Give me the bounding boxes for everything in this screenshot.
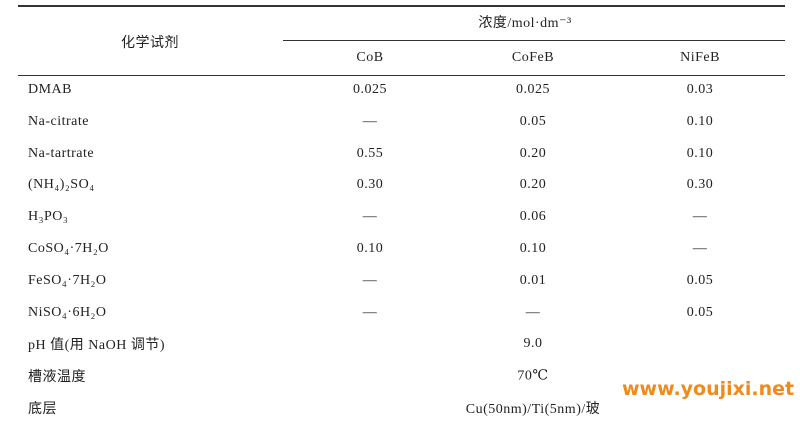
row-label: Na-citrate [28, 113, 89, 129]
cell: 0.30 [356, 177, 384, 193]
cell: 0.55 [356, 145, 384, 161]
cell: 0.20 [519, 177, 547, 193]
cell: 0.05 [519, 113, 547, 129]
corner-header: 化学试剂 [121, 36, 179, 51]
cell: 0.06 [519, 209, 547, 225]
row-label: CoSO₄·7H₂O [28, 241, 109, 256]
cell: — [362, 113, 378, 129]
column-header: CoFeB [511, 50, 555, 65]
cell: 0.10 [356, 241, 384, 256]
cell: 0.30 [686, 177, 714, 193]
cell: 0.01 [519, 272, 547, 288]
cell: 0.10 [519, 241, 547, 256]
cell: 0.025 [353, 82, 387, 97]
cell: 0.05 [686, 272, 714, 288]
row-label: Na-tartrate [28, 145, 95, 161]
cell: 0.05 [686, 304, 714, 320]
row-label: DMAB [28, 82, 73, 97]
header-rule [18, 75, 785, 76]
row-label: NiSO₄·6H₂O [28, 304, 107, 320]
merged-cell: 9.0 [523, 336, 543, 352]
cell: 0.03 [686, 82, 714, 97]
top-rule [18, 5, 785, 7]
cell: 0.10 [686, 145, 714, 161]
row-label: 槽液温度 [28, 370, 86, 386]
row-label: H₃PO₃ [28, 209, 69, 225]
cell: — [525, 304, 541, 320]
cell: 0.10 [686, 113, 714, 129]
merged-cell: 70℃ [517, 368, 549, 384]
cell: — [362, 272, 378, 288]
row-label: FeSO₄·7H₂O [28, 272, 107, 288]
cell: — [362, 209, 378, 225]
cell: 0.20 [519, 145, 547, 161]
row-label: pH 值(用 NaOH 调节) [28, 338, 165, 354]
column-header: NiFeB [680, 50, 720, 65]
row-label: 底层 [28, 402, 57, 417]
column-header: CoB [356, 50, 384, 65]
merged-cell: Cu(50nm)/Ti(5nm)/玻 [465, 402, 601, 417]
cell: — [692, 241, 708, 256]
cell: — [692, 209, 708, 225]
watermark: www.youjixi.net [618, 378, 799, 400]
row-label: (NH₄)₂SO₄ [28, 177, 95, 193]
cell: 0.025 [516, 82, 550, 97]
group-rule [283, 40, 785, 41]
group-header: 浓度/mol·dm⁻³ [478, 16, 572, 31]
cell: — [362, 304, 378, 320]
